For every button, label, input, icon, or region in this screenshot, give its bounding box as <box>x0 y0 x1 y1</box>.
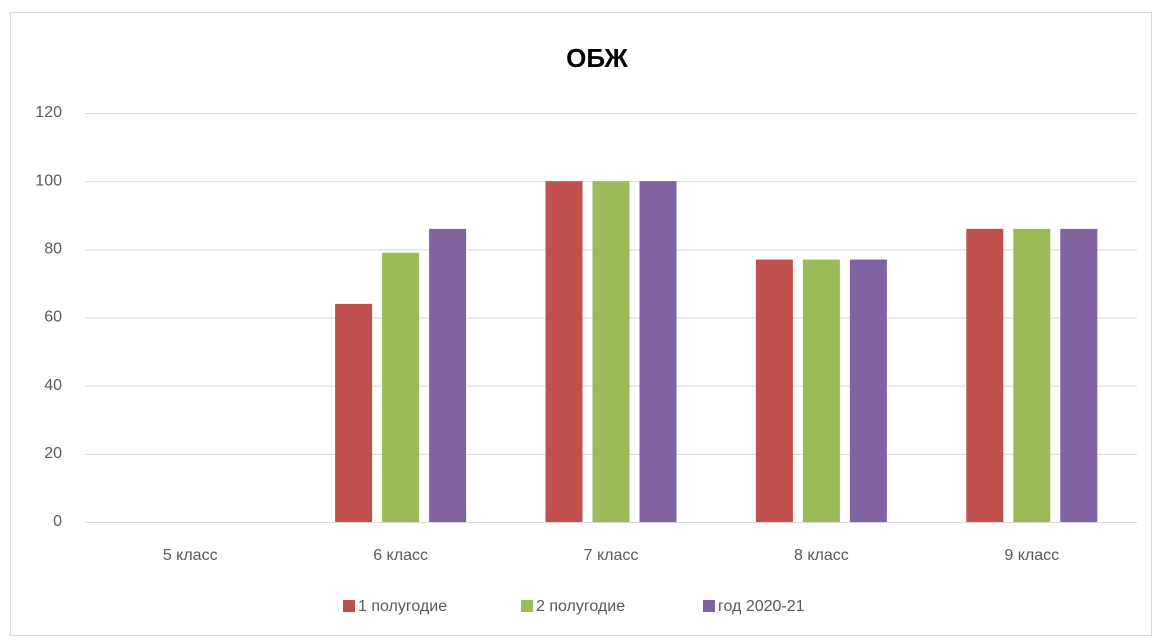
chart-title: ОБЖ <box>566 43 628 73</box>
legend-label: год 2020-21 <box>718 598 805 615</box>
bar <box>592 181 630 522</box>
legend-label: 2 полугодие <box>536 598 625 615</box>
y-tick-label: 80 <box>44 241 62 258</box>
y-tick-label: 100 <box>35 172 62 189</box>
bar <box>1060 228 1098 522</box>
bar <box>1013 228 1051 522</box>
x-tick-label: 8 класс <box>794 547 849 564</box>
bar <box>545 181 583 522</box>
legend-swatch <box>703 600 715 612</box>
bar <box>966 228 1004 522</box>
bar <box>639 181 677 522</box>
y-tick-label: 0 <box>53 513 62 530</box>
y-tick-label: 120 <box>35 104 62 121</box>
legend-swatch <box>521 600 533 612</box>
bar <box>429 228 467 522</box>
x-tick-label: 9 класс <box>1004 547 1059 564</box>
y-tick-label: 40 <box>44 377 62 394</box>
bar <box>802 259 840 522</box>
legend-label: 1 полугодие <box>358 598 447 615</box>
x-tick-label: 5 класс <box>163 547 218 564</box>
y-tick-label: 60 <box>44 309 62 326</box>
bar <box>335 303 373 522</box>
bar <box>849 259 887 522</box>
x-tick-label: 6 класс <box>373 547 428 564</box>
x-tick-label: 7 класс <box>584 547 639 564</box>
y-tick-label: 20 <box>44 445 62 462</box>
bar <box>382 252 420 522</box>
legend-swatch <box>343 600 355 612</box>
bar <box>755 259 793 522</box>
